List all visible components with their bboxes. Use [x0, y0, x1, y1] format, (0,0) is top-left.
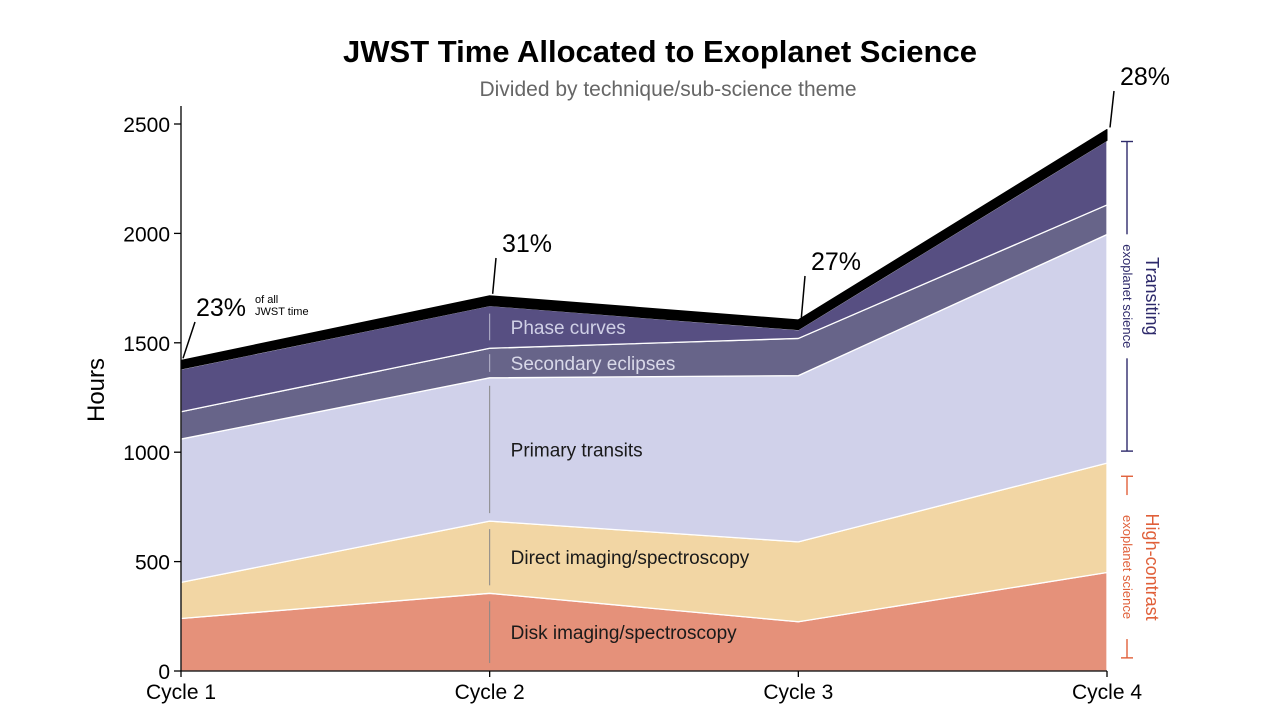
pct-label-cycle-3: 27% — [811, 248, 861, 276]
x-tick-label-1: Cycle 1 — [146, 681, 216, 704]
x-tick-label-3: Cycle 3 — [763, 681, 833, 704]
chart-title: JWST Time Allocated to Exoplanet Science — [343, 34, 977, 69]
pct-leader-3 — [800, 275, 806, 318]
pct-leader-2 — [491, 257, 497, 294]
y-tick-label-2500: 2500 — [123, 114, 170, 137]
series-label-disk-imaging-spectroscopy: Disk imaging/spectroscopy — [511, 623, 737, 644]
pct-label-cycle-4: 28% — [1120, 63, 1170, 91]
x-tick-label-4: Cycle 4 — [1072, 681, 1142, 704]
pct-note-line-1: of all — [255, 294, 278, 306]
series-label-primary-transits: Primary transits — [511, 440, 643, 461]
pct-label-cycle-2: 31% — [502, 230, 552, 258]
axes: 0 500 1000 1500 2000 2500 Cycle 1 Cycle 2 Cycle … — [123, 106, 1142, 704]
chart-subtitle: Divided by technique/sub-science theme — [479, 78, 856, 101]
x-tick-label-2: Cycle 2 — [455, 681, 525, 704]
y-tick-label-500: 500 — [135, 552, 170, 575]
y-tick-label-0: 0 — [158, 661, 170, 684]
pct-label-cycle-1: 23% — [196, 294, 246, 322]
y-tick-label-2000: 2000 — [123, 223, 170, 246]
pct-leader-1 — [182, 321, 196, 359]
area-total-band — [180, 128, 1108, 370]
y-axis-label: Hours — [83, 358, 110, 422]
y-tick-label-1000: 1000 — [123, 442, 170, 465]
pct-note-line-2: JWST time — [255, 306, 309, 318]
series-label-phase-curves: Phase curves — [511, 318, 626, 339]
series-label-secondary-eclipses: Secondary eclipses — [511, 354, 676, 375]
pct-leader-4 — [1109, 90, 1115, 128]
bracket-transiting: Transiting exoplanet science — [1120, 140, 1162, 452]
series-label-direct-imaging-spectroscopy: Direct imaging/spectroscopy — [511, 548, 750, 569]
bracket-label-sub: exoplanet science — [1120, 515, 1135, 619]
annotations: Disk imaging/spectroscopy Direct imaging/… — [182, 63, 1170, 663]
bracket-label-sub: exoplanet science — [1120, 244, 1135, 348]
bracket-label-main: Transiting — [1142, 257, 1162, 335]
bracket-high-contrast: High-contrast exoplanet science — [1120, 475, 1162, 659]
y-tick-label-1500: 1500 — [123, 333, 170, 356]
bracket-label-main: High-contrast — [1142, 514, 1162, 621]
stacked-areas — [180, 128, 1108, 672]
